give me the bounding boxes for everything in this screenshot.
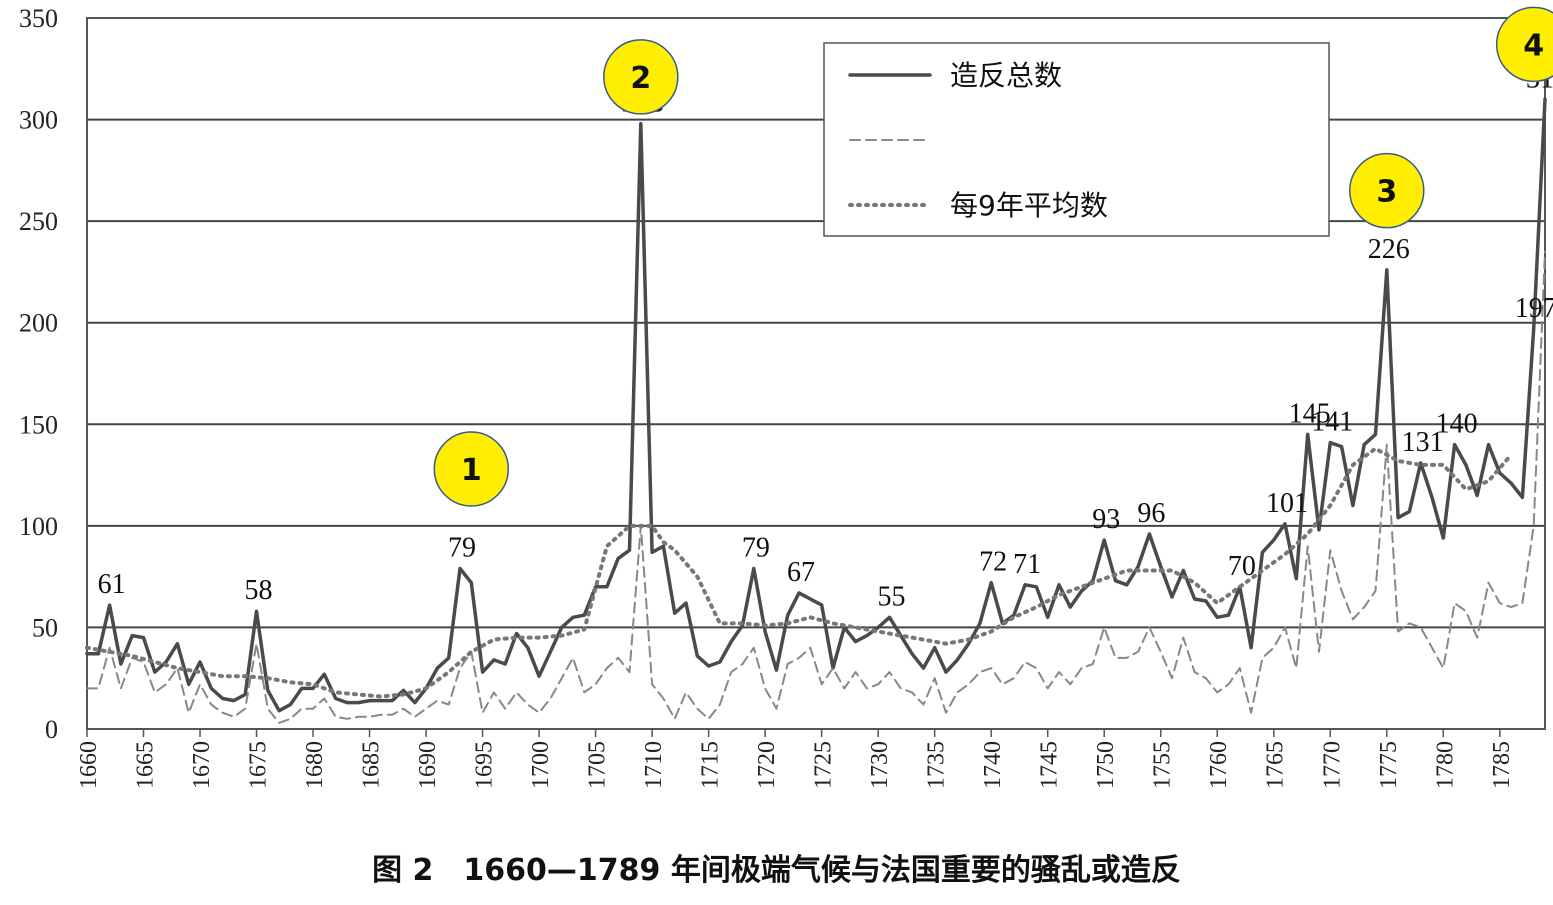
x-tick-label-1725: 1725 <box>811 741 837 789</box>
x-tick-label-1710: 1710 <box>641 741 667 789</box>
data-label-101: 101 <box>1266 488 1308 519</box>
data-label-226: 226 <box>1368 234 1410 265</box>
x-tick-label-1720: 1720 <box>754 741 780 789</box>
x-tick-label-1660: 1660 <box>76 741 102 789</box>
x-tick-label-1755: 1755 <box>1150 741 1176 789</box>
x-tick-label-1750: 1750 <box>1093 741 1119 789</box>
y-tick-label-0: 0 <box>45 715 58 744</box>
series-line-solid <box>85 97 1547 713</box>
series-line-dotted <box>85 446 1514 699</box>
marker-number-4: 4 <box>1523 28 1544 63</box>
x-tick-label-1695: 1695 <box>472 741 498 789</box>
data-label-131: 131 <box>1402 427 1444 458</box>
legend-label-dotted: 每9年平均数 <box>950 189 1108 222</box>
x-tick-label-1775: 1775 <box>1376 741 1402 789</box>
x-tick-label-1770: 1770 <box>1319 741 1345 789</box>
y-tick-label-100: 100 <box>19 512 58 541</box>
y-tick-label-250: 250 <box>19 207 58 236</box>
x-tick-label-1730: 1730 <box>867 741 893 789</box>
plot-frame <box>86 17 1546 730</box>
data-label-140: 140 <box>1436 409 1478 440</box>
data-label-55: 55 <box>877 581 905 612</box>
data-label-145: 145 <box>1289 398 1331 429</box>
y-tick-label-350: 350 <box>19 4 58 33</box>
x-tick-label-1740: 1740 <box>980 741 1006 789</box>
data-label-93: 93 <box>1092 504 1120 535</box>
y-tick-label-50: 50 <box>32 613 58 642</box>
y-tick-label-200: 200 <box>19 309 58 338</box>
marker-number-1: 1 <box>461 453 482 488</box>
x-tick-label-1670: 1670 <box>189 741 215 789</box>
x-tick-label-1675: 1675 <box>246 741 272 789</box>
data-label-141: 141 <box>1311 407 1353 438</box>
marker-layer: 1 2 3 4 <box>433 6 1553 507</box>
data-label-58: 58 <box>245 575 273 606</box>
y-tick-label-150: 150 <box>19 410 58 439</box>
data-label-79: 79 <box>742 533 770 564</box>
data-label-96: 96 <box>1137 498 1165 529</box>
figure-caption: 图 2 1660—1789 年间极端气候与法国重要的骚乱或造反 <box>372 853 1181 888</box>
data-label-61: 61 <box>98 569 126 600</box>
x-tick-label-1715: 1715 <box>698 741 724 789</box>
x-tick-label-1745: 1745 <box>1037 741 1063 789</box>
data-label-197: 197 <box>1515 293 1553 324</box>
series-line-dashed <box>86 250 1546 724</box>
marker-circle-2 <box>603 39 679 115</box>
x-tick-label-1780: 1780 <box>1432 741 1458 789</box>
data-label-67: 67 <box>787 557 815 588</box>
data-label-71: 71 <box>1013 549 1041 580</box>
legend-label-solid: 造反总数 <box>950 59 1062 92</box>
x-tick-label-1700: 1700 <box>528 741 554 789</box>
x-tick-label-1760: 1760 <box>1206 741 1232 789</box>
axis-layer: 0 50 100 150 200 250 300 350 1660 1665 1670 1675 168… <box>19 4 1546 789</box>
marker-number-3: 3 <box>1376 175 1397 210</box>
x-tick-label-1690: 1690 <box>415 741 441 789</box>
x-tick-label-1705: 1705 <box>585 741 611 789</box>
x-tick-label-1685: 1685 <box>359 741 385 789</box>
x-tick-label-1665: 1665 <box>133 741 159 789</box>
marker-circle-1 <box>433 431 510 507</box>
marker-number-2: 2 <box>630 61 651 96</box>
line-chart: 0 50 100 150 200 250 300 350 1660 1665 1670 1675 168… <box>19 4 1553 789</box>
grid-layer <box>87 17 1545 730</box>
x-tick-label-1785: 1785 <box>1489 741 1515 789</box>
marker-circle-4 <box>1495 6 1553 83</box>
data-label-72: 72 <box>979 547 1007 578</box>
data-label-70: 70 <box>1228 551 1256 582</box>
y-tick-label-300: 300 <box>19 106 58 135</box>
data-label-79: 79 <box>448 533 476 564</box>
x-tick-label-1735: 1735 <box>924 741 950 789</box>
x-tick-label-1680: 1680 <box>302 741 328 789</box>
x-tick-label-1765: 1765 <box>1263 741 1289 789</box>
series-layer <box>85 97 1547 724</box>
marker-circle-3 <box>1349 152 1425 229</box>
